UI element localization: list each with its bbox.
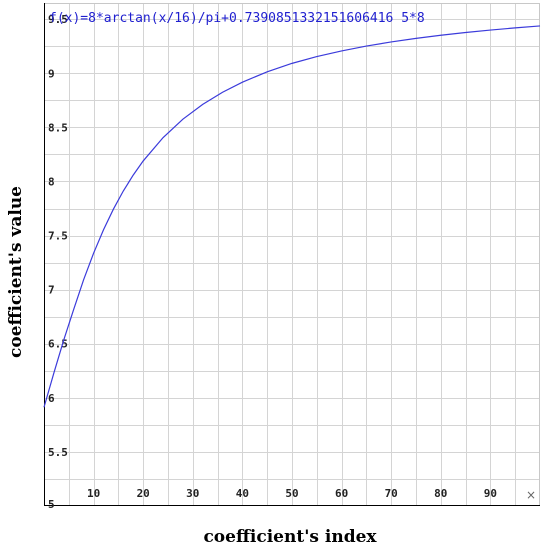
y-tick-label: 8 bbox=[48, 175, 55, 188]
x-tick-label: 80 bbox=[434, 487, 447, 500]
x-axis-title: coefficient's index bbox=[203, 527, 377, 547]
y-axis-title: coefficient's value bbox=[6, 186, 26, 358]
x-tick-label: 10 bbox=[87, 487, 100, 500]
x-tick-label: 50 bbox=[285, 487, 298, 500]
axes bbox=[44, 3, 540, 506]
x-tick-label: 40 bbox=[236, 487, 249, 500]
function-label: f(x)=8*arctan(x/16)/pi+0.739085133215160… bbox=[49, 11, 425, 26]
x-tick-label: 70 bbox=[385, 487, 398, 500]
x-tick-label: 30 bbox=[186, 487, 199, 500]
x-tick-label: 60 bbox=[335, 487, 348, 500]
close-icon[interactable]: × bbox=[526, 488, 536, 502]
y-tick-label: 9 bbox=[48, 67, 55, 80]
y-tick-label: 6.5 bbox=[48, 338, 68, 351]
y-tick-label: 7 bbox=[48, 284, 55, 297]
y-tick-labels: 5.5 6 6.5 7 7.5 8 8.5 9 9.5 5 bbox=[48, 13, 68, 511]
y-tick-label: 6 bbox=[48, 392, 55, 405]
y-tick-label: 8.5 bbox=[48, 121, 68, 134]
x-tick-label: 20 bbox=[137, 487, 150, 500]
y-tick-label: 5 bbox=[48, 498, 55, 511]
series-line bbox=[43, 25, 541, 408]
y-tick-label: 7.5 bbox=[48, 230, 68, 243]
x-tick-label: 90 bbox=[484, 487, 497, 500]
y-tick-label: 9.5 bbox=[48, 13, 68, 26]
grid bbox=[44, 3, 540, 506]
x-tick-labels: 10 20 30 40 50 60 70 80 90 bbox=[87, 487, 497, 500]
y-tick-label: 5.5 bbox=[48, 446, 68, 459]
